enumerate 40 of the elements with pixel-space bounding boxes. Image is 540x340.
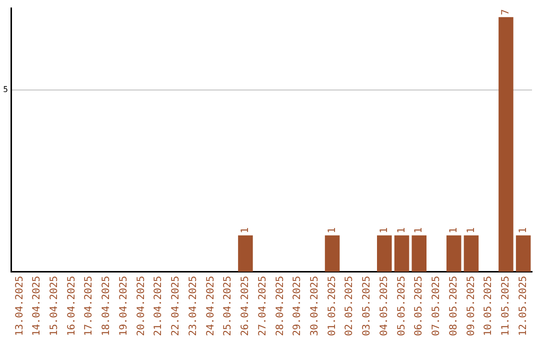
- x-tick-label: 29.04.2025: [292, 276, 304, 336]
- x-tick-label: 06.05.2025: [414, 276, 425, 336]
- data-label: 1: [448, 227, 460, 234]
- x-tick-label: 17.04.2025: [84, 276, 95, 336]
- y-tick-label: 5: [3, 84, 8, 94]
- x-tick-label: 22.04.2025: [170, 276, 182, 336]
- x-tick-label: 13.04.2025: [14, 276, 26, 336]
- x-tick-label: 05.05.2025: [396, 276, 408, 336]
- data-label: 1: [378, 227, 390, 234]
- data-label: 1: [518, 227, 529, 234]
- x-tick-label: 23.04.2025: [188, 276, 199, 336]
- x-tick-label: 20.04.2025: [136, 276, 147, 336]
- x-tick-label: 21.04.2025: [153, 276, 164, 336]
- data-label: 1: [414, 227, 425, 234]
- x-tick-label: 03.05.2025: [362, 276, 373, 336]
- x-tick-label: 12.05.2025: [518, 276, 529, 336]
- x-tick-label: 26.04.2025: [240, 276, 252, 336]
- x-tick-label: 07.05.2025: [431, 276, 442, 336]
- x-tick-label: 02.05.2025: [344, 276, 356, 336]
- x-tick-label: 10.05.2025: [483, 276, 494, 336]
- x-tick-label: 25.04.2025: [222, 276, 234, 336]
- x-tick-label: 30.04.2025: [310, 276, 321, 336]
- x-tick-label: 04.05.2025: [378, 276, 390, 336]
- x-tick-label: 28.04.2025: [274, 276, 286, 336]
- x-tick-label: 14.04.2025: [32, 276, 43, 336]
- x-tick-label: 11.05.2025: [500, 276, 512, 336]
- x-tick-label: 18.04.2025: [101, 276, 112, 336]
- x-tick-label: 27.04.2025: [257, 276, 268, 336]
- x-tick-label: 19.04.2025: [118, 276, 130, 336]
- x-tick-label: 15.04.2025: [49, 276, 60, 336]
- data-label: 1: [466, 227, 477, 234]
- x-tick-label: 01.05.2025: [326, 276, 338, 336]
- x-tick-label: 09.05.2025: [466, 276, 477, 336]
- data-label: 1: [326, 227, 338, 234]
- x-tick-label: 24.04.2025: [205, 276, 216, 336]
- data-label: 1: [396, 227, 408, 234]
- x-tick-label: 08.05.2025: [448, 276, 460, 336]
- x-tick-label: 16.04.2025: [66, 276, 78, 336]
- data-label: 7: [500, 9, 512, 16]
- data-label: 1: [240, 227, 252, 234]
